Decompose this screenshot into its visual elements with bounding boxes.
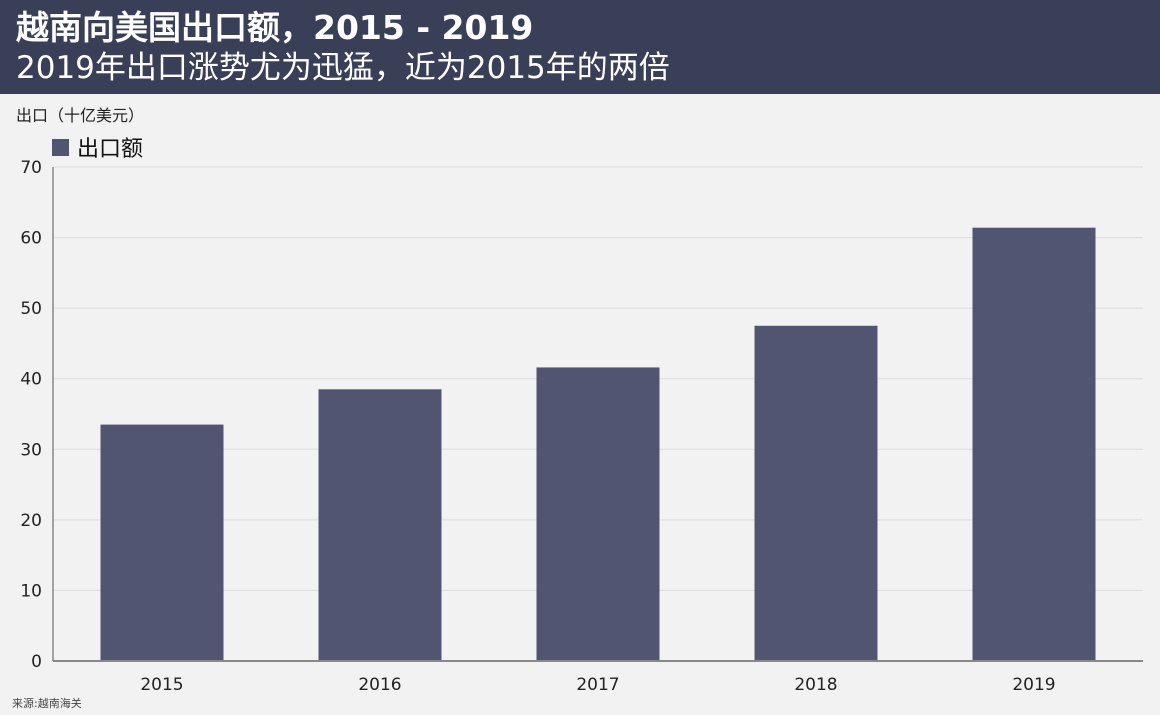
legend-swatch [52, 138, 69, 156]
y-tick-label: 0 [31, 652, 42, 672]
y-tick-label: 50 [20, 299, 42, 319]
y-tick-label: 20 [20, 511, 42, 531]
bar-2018 [754, 325, 878, 661]
legend-label: 出口额 [77, 137, 144, 162]
source-note: 来源:越南海关 [12, 697, 82, 710]
x-tick-label: 2019 [1012, 675, 1055, 695]
x-tick-label: 2018 [794, 675, 837, 695]
y-tick-label: 70 [20, 158, 42, 178]
bar-2015 [100, 424, 224, 661]
y-tick-label: 60 [20, 229, 42, 249]
bar-2016 [318, 389, 442, 661]
bar-2019 [972, 227, 1096, 662]
chart-header: 越南向美国出口额，2015 - 2019 2019年出口涨势尤为迅猛，近为201… [0, 0, 1160, 94]
y-tick-label: 30 [20, 440, 42, 460]
chart-title: 越南向美国出口额，2015 - 2019 [16, 8, 534, 47]
x-tick-label: 2017 [576, 675, 619, 695]
legend: 出口额 [52, 131, 143, 163]
y-axis-label: 出口（十亿美元） [16, 106, 145, 125]
x-tick-label: 2016 [358, 675, 401, 695]
chart-subtitle: 2019年出口涨势尤为迅猛，近为2015年的两倍 [16, 50, 670, 86]
y-tick-label: 40 [20, 370, 42, 390]
x-tick-label: 2015 [140, 675, 183, 695]
y-tick-label: 10 [20, 581, 42, 601]
bar-2017 [536, 367, 660, 661]
